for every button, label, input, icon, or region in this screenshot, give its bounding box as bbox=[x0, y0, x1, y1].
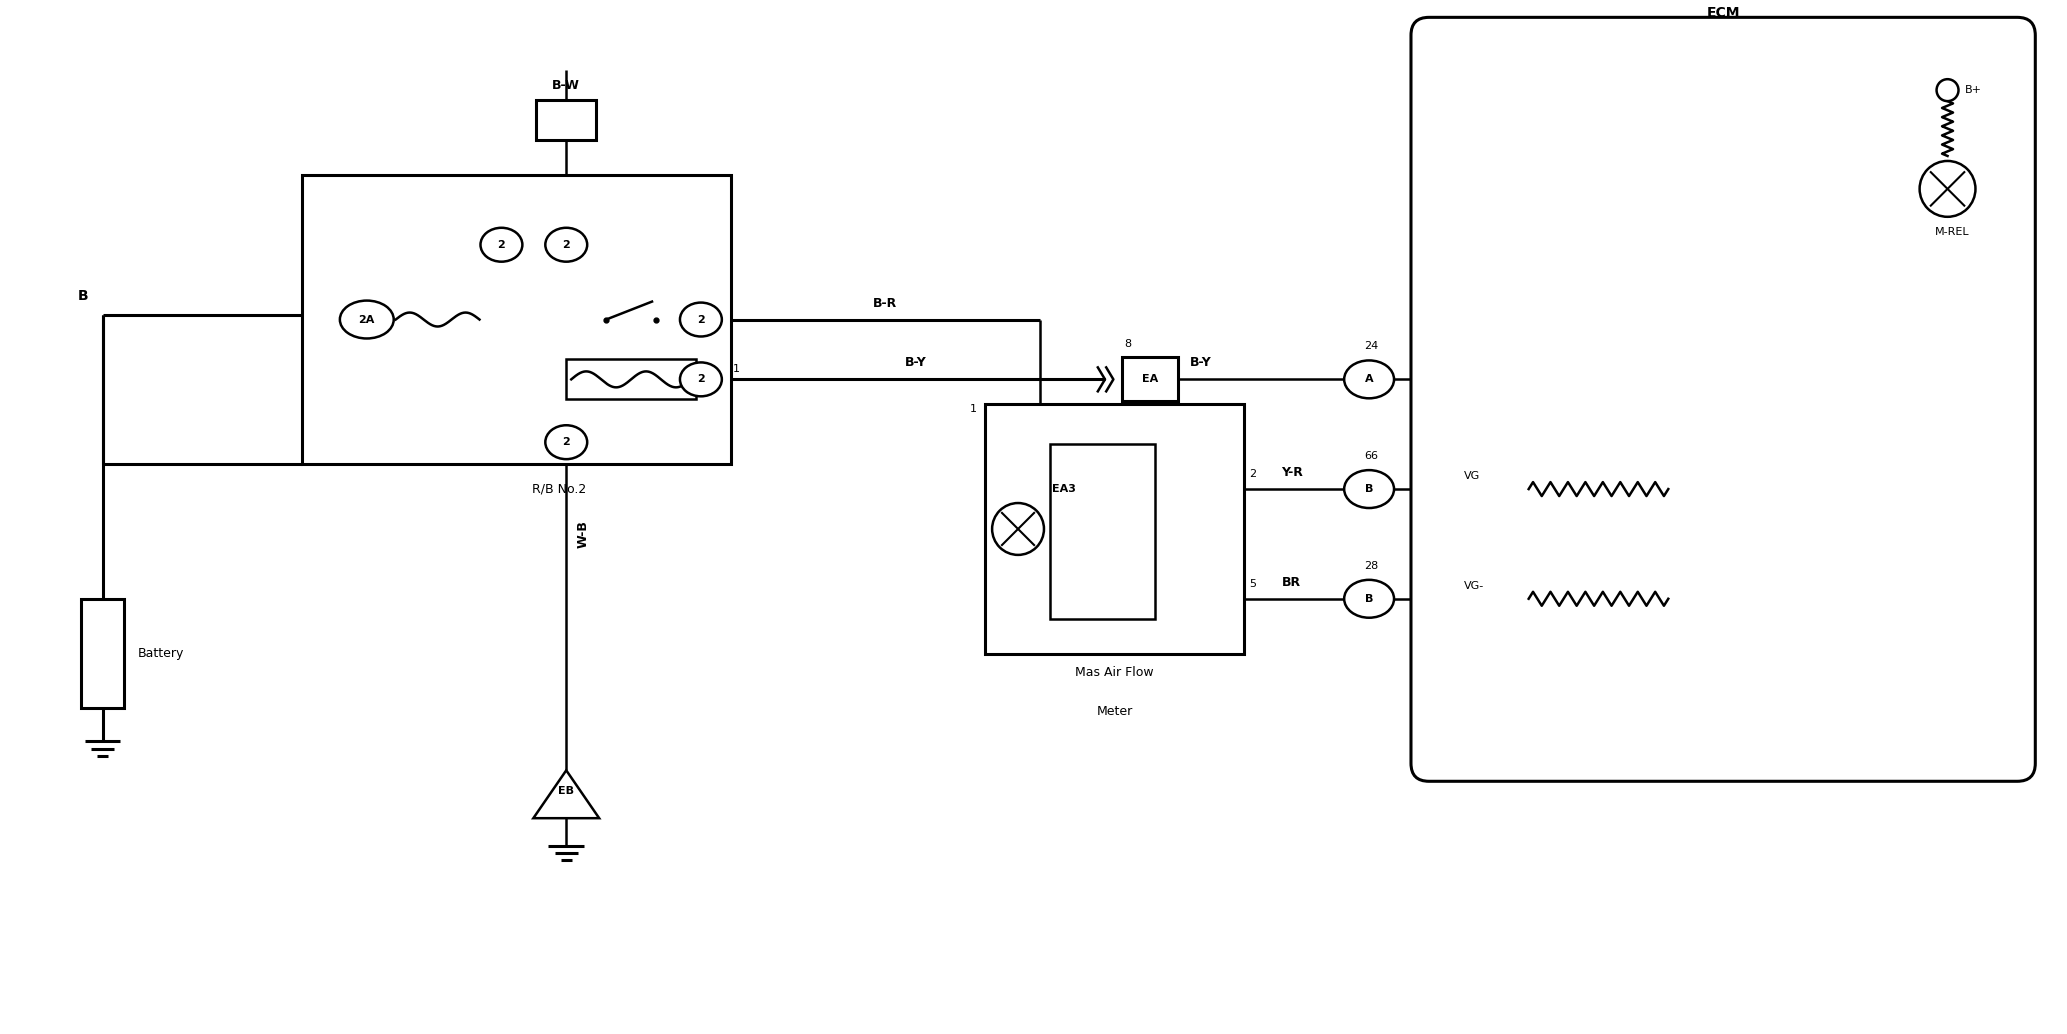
Text: BR: BR bbox=[1282, 576, 1302, 588]
Text: 1: 1 bbox=[969, 404, 978, 415]
Bar bbox=[986, 404, 1244, 653]
Bar bbox=[81, 599, 124, 708]
Ellipse shape bbox=[1344, 361, 1393, 398]
Text: B-R: B-R bbox=[872, 297, 897, 309]
Text: 2: 2 bbox=[498, 240, 504, 250]
Text: 2: 2 bbox=[697, 314, 705, 325]
Text: Meter: Meter bbox=[1098, 705, 1133, 719]
Text: EB: EB bbox=[558, 786, 575, 796]
Text: B-Y: B-Y bbox=[1191, 357, 1211, 369]
Bar bbox=[535, 100, 595, 140]
Ellipse shape bbox=[339, 301, 393, 338]
Bar bbox=[1034, 467, 1096, 511]
Text: B: B bbox=[1364, 594, 1372, 604]
Text: R/B No.2: R/B No.2 bbox=[531, 482, 587, 495]
Text: B-R: B-R bbox=[1081, 447, 1091, 468]
Circle shape bbox=[992, 503, 1044, 555]
Polygon shape bbox=[533, 770, 599, 818]
Text: Y-R: Y-R bbox=[1282, 466, 1302, 479]
Text: 2: 2 bbox=[562, 240, 570, 250]
Bar bbox=[1122, 358, 1178, 401]
Text: VG: VG bbox=[1463, 472, 1480, 481]
Text: B+: B+ bbox=[1964, 85, 1982, 95]
Text: 1: 1 bbox=[734, 364, 740, 374]
Ellipse shape bbox=[546, 425, 587, 459]
Text: EA: EA bbox=[1141, 374, 1158, 385]
Text: Mas Air Flow: Mas Air Flow bbox=[1075, 666, 1153, 678]
Ellipse shape bbox=[1344, 580, 1393, 617]
Text: M-REL: M-REL bbox=[1935, 226, 1970, 237]
Ellipse shape bbox=[680, 362, 721, 396]
Text: 2: 2 bbox=[461, 235, 467, 245]
Circle shape bbox=[1920, 161, 1976, 217]
Text: EFI Main Relay: EFI Main Relay bbox=[575, 407, 657, 418]
Text: W-B: W-B bbox=[577, 520, 589, 548]
Circle shape bbox=[1937, 80, 1960, 101]
Text: 5: 5 bbox=[1248, 579, 1257, 588]
Text: 2A: 2A bbox=[358, 314, 374, 325]
Text: 28: 28 bbox=[1364, 560, 1379, 571]
Ellipse shape bbox=[480, 227, 523, 262]
Text: 3: 3 bbox=[568, 287, 577, 298]
Text: 2: 2 bbox=[1248, 469, 1257, 479]
Text: EFI No.1: EFI No.1 bbox=[372, 352, 418, 362]
Text: 24: 24 bbox=[1364, 341, 1379, 352]
Text: A: A bbox=[1364, 374, 1372, 385]
Text: 2: 2 bbox=[548, 364, 554, 374]
Text: 5: 5 bbox=[682, 287, 688, 298]
Ellipse shape bbox=[546, 227, 587, 262]
Text: VG-: VG- bbox=[1463, 581, 1484, 590]
Text: 8: 8 bbox=[1124, 339, 1131, 349]
Bar bbox=[1050, 445, 1155, 618]
Ellipse shape bbox=[1344, 470, 1393, 508]
Text: B-Y: B-Y bbox=[905, 357, 926, 369]
Bar bbox=[302, 175, 732, 464]
Text: ECM: ECM bbox=[1707, 6, 1740, 21]
Text: EA3: EA3 bbox=[1052, 484, 1075, 494]
Text: 1: 1 bbox=[337, 281, 343, 292]
Ellipse shape bbox=[680, 303, 721, 336]
Text: B: B bbox=[1364, 484, 1372, 494]
Text: 2: 2 bbox=[697, 374, 705, 385]
Text: Battery: Battery bbox=[136, 647, 184, 660]
FancyBboxPatch shape bbox=[1412, 18, 2036, 782]
Text: B-W: B-W bbox=[552, 80, 581, 92]
Text: B: B bbox=[79, 288, 89, 303]
Text: 66: 66 bbox=[1364, 451, 1379, 461]
Text: 2: 2 bbox=[562, 437, 570, 447]
Text: 3: 3 bbox=[998, 479, 1005, 489]
Bar bbox=[566, 360, 697, 399]
